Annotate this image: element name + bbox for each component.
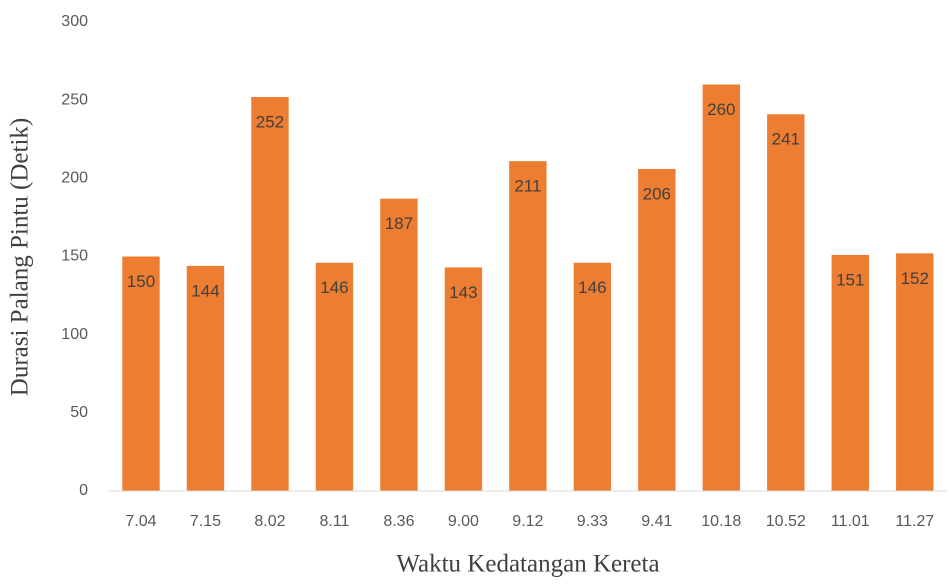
x-tick-label: 8.11 — [319, 513, 349, 530]
x-tick-label: 9.41 — [641, 513, 672, 530]
data-label: 211 — [514, 177, 541, 196]
bar — [315, 262, 354, 491]
y-tick-label: 300 — [61, 13, 88, 30]
data-label: 252 — [256, 113, 284, 132]
data-label: 146 — [320, 278, 348, 297]
data-label: 143 — [449, 283, 477, 302]
y-axis-title: Durasi Palang Pintu (Detik) — [7, 118, 34, 396]
bar — [767, 114, 805, 491]
bar — [831, 254, 869, 491]
bar — [896, 253, 934, 491]
data-label: 151 — [836, 270, 864, 289]
x-tick-label: 8.36 — [383, 513, 414, 530]
x-tick-label: 11.01 — [831, 513, 870, 530]
y-tick-label: 150 — [61, 248, 88, 265]
bar — [702, 84, 741, 492]
x-tick-label: 11.27 — [895, 513, 934, 530]
data-label: 146 — [578, 278, 606, 297]
data-label: 150 — [127, 272, 155, 291]
x-tick-label: 10.52 — [766, 513, 806, 530]
bar — [122, 256, 160, 491]
bar — [380, 198, 418, 491]
y-tick-label: 100 — [61, 326, 88, 343]
x-axis-title: Waktu Kedatangan Kereta — [396, 551, 659, 578]
x-tick-label: 10.18 — [701, 513, 741, 530]
x-tick-label: 7.04 — [125, 513, 156, 530]
x-tick-label: 7.15 — [190, 513, 221, 530]
y-tick-label: 50 — [70, 404, 88, 421]
data-label: 144 — [191, 281, 219, 300]
bar — [444, 267, 483, 491]
data-label: 187 — [385, 214, 413, 233]
data-label: 152 — [901, 269, 929, 288]
bar — [638, 168, 676, 491]
data-label: 241 — [772, 130, 800, 149]
bar — [251, 97, 289, 491]
y-tick-label: 250 — [61, 91, 88, 108]
y-tick-label: 0 — [79, 482, 88, 499]
bar — [186, 265, 225, 491]
bar — [573, 262, 612, 491]
x-tick-label: 9.00 — [448, 513, 479, 530]
bar — [509, 161, 547, 492]
y-tick-label: 200 — [61, 170, 88, 187]
x-tick-label: 8.02 — [254, 513, 285, 530]
data-label: 206 — [643, 184, 671, 203]
x-tick-label: 9.33 — [577, 513, 608, 530]
data-label: 260 — [707, 100, 735, 119]
x-tick-label: 9.12 — [512, 513, 543, 530]
